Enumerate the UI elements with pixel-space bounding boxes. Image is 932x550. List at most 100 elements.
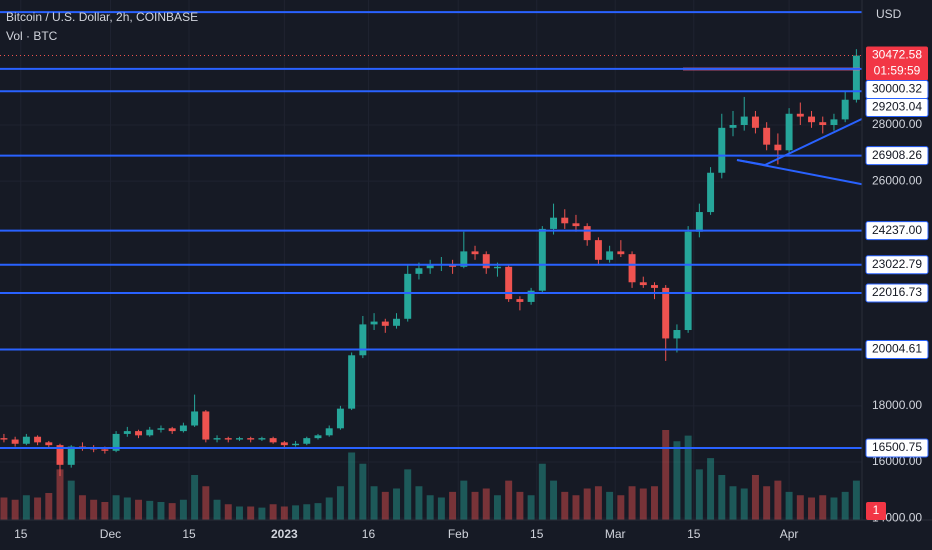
x-tick-label: Dec <box>100 527 121 541</box>
volume-bar <box>583 488 591 520</box>
volume-bar <box>370 486 378 520</box>
x-tick-label: Apr <box>780 527 799 541</box>
volume-bar <box>684 435 692 520</box>
candle-body <box>235 438 243 440</box>
candle-body <box>292 443 300 446</box>
volume-bar <box>572 495 580 520</box>
volume-bar <box>449 491 457 520</box>
volume-bar <box>594 486 602 520</box>
trend-line <box>736 159 766 166</box>
volume-bar <box>852 480 860 520</box>
volume-bar <box>280 506 288 520</box>
x-tick-label: 2023 <box>271 527 298 541</box>
candle-body <box>628 254 636 283</box>
volume-bar <box>191 475 199 520</box>
volume-bar <box>841 491 849 520</box>
volume-bar <box>157 502 165 520</box>
volume-bar <box>437 497 445 520</box>
candle-body <box>740 116 748 126</box>
candle-body <box>785 113 793 151</box>
candle-body <box>493 266 501 269</box>
volume-bar <box>415 486 423 520</box>
candle-body <box>213 438 221 440</box>
candle-body <box>718 127 726 173</box>
volume-bar <box>628 486 636 520</box>
candle-body <box>572 223 580 227</box>
candle-body <box>393 318 400 326</box>
level-label-box <box>865 255 929 275</box>
candle-body <box>639 282 647 286</box>
candle-body <box>247 438 255 440</box>
volume-bar <box>505 480 513 520</box>
volume-bar <box>785 491 793 520</box>
volume-bar <box>179 499 187 520</box>
level-label: 29203.04 <box>872 100 922 114</box>
candle-body <box>303 438 311 444</box>
level-label-box <box>865 221 929 241</box>
level-label: 20004.61 <box>872 342 922 356</box>
volume-bar <box>639 488 647 520</box>
volume-bar <box>796 495 804 520</box>
x-tick-label: 15 <box>687 527 701 541</box>
candle-body <box>314 435 322 439</box>
candle-body <box>460 251 468 267</box>
volume-bar <box>45 493 53 520</box>
candle-body <box>606 251 614 260</box>
volume-bar <box>101 502 109 520</box>
volume-bar <box>56 469 64 520</box>
volume-bar <box>90 499 98 520</box>
volume-bar <box>751 475 759 520</box>
candle-body <box>135 431 143 436</box>
candle-body <box>336 408 344 429</box>
candle-body <box>202 411 210 440</box>
volume-bar <box>247 506 255 520</box>
volume-bar <box>460 480 468 520</box>
volume-bar <box>224 504 232 520</box>
level-label: 24237.00 <box>872 223 922 237</box>
candle-body <box>651 285 658 288</box>
grid <box>0 0 862 520</box>
candle-body <box>45 442 53 446</box>
level-label-box <box>865 340 929 360</box>
candle-body <box>841 99 849 120</box>
candle-body <box>617 251 625 255</box>
candle-body <box>224 438 232 440</box>
candle-body <box>796 113 804 117</box>
level-label: 22016.73 <box>872 285 922 299</box>
volume-bar <box>348 452 356 520</box>
candle-body <box>348 355 356 409</box>
candle-body <box>415 268 423 274</box>
volume-bar <box>112 495 120 520</box>
candle-body <box>325 428 333 436</box>
candle-body <box>516 299 524 302</box>
candle-body <box>561 217 569 224</box>
volume-bar <box>426 495 434 520</box>
candle-body <box>662 287 670 339</box>
volume-bar <box>303 504 311 520</box>
candle-body <box>505 266 513 300</box>
candle-body <box>280 442 288 446</box>
trend-line <box>764 116 867 166</box>
volume-bar <box>404 469 412 520</box>
volume-badge-box <box>866 502 886 520</box>
y-tick-label: 16000.00 <box>872 454 922 468</box>
level-label-box <box>865 98 929 118</box>
candle-body <box>269 438 277 443</box>
candle-body <box>729 125 737 128</box>
candle-body <box>112 433 120 451</box>
volume-bar <box>22 495 30 520</box>
level-label: 16500.75 <box>872 440 922 454</box>
volume-bar <box>336 486 344 520</box>
x-tick-label: 16 <box>362 527 376 541</box>
candle-body <box>830 119 838 126</box>
candle-body <box>538 228 546 291</box>
candle-body <box>381 321 389 326</box>
candle-body <box>56 445 64 465</box>
y-tick-label: 18000.00 <box>872 398 922 412</box>
candle-body <box>157 428 165 430</box>
volume-bar <box>213 499 221 520</box>
candle-body <box>34 436 42 443</box>
volume-bar <box>381 491 389 520</box>
